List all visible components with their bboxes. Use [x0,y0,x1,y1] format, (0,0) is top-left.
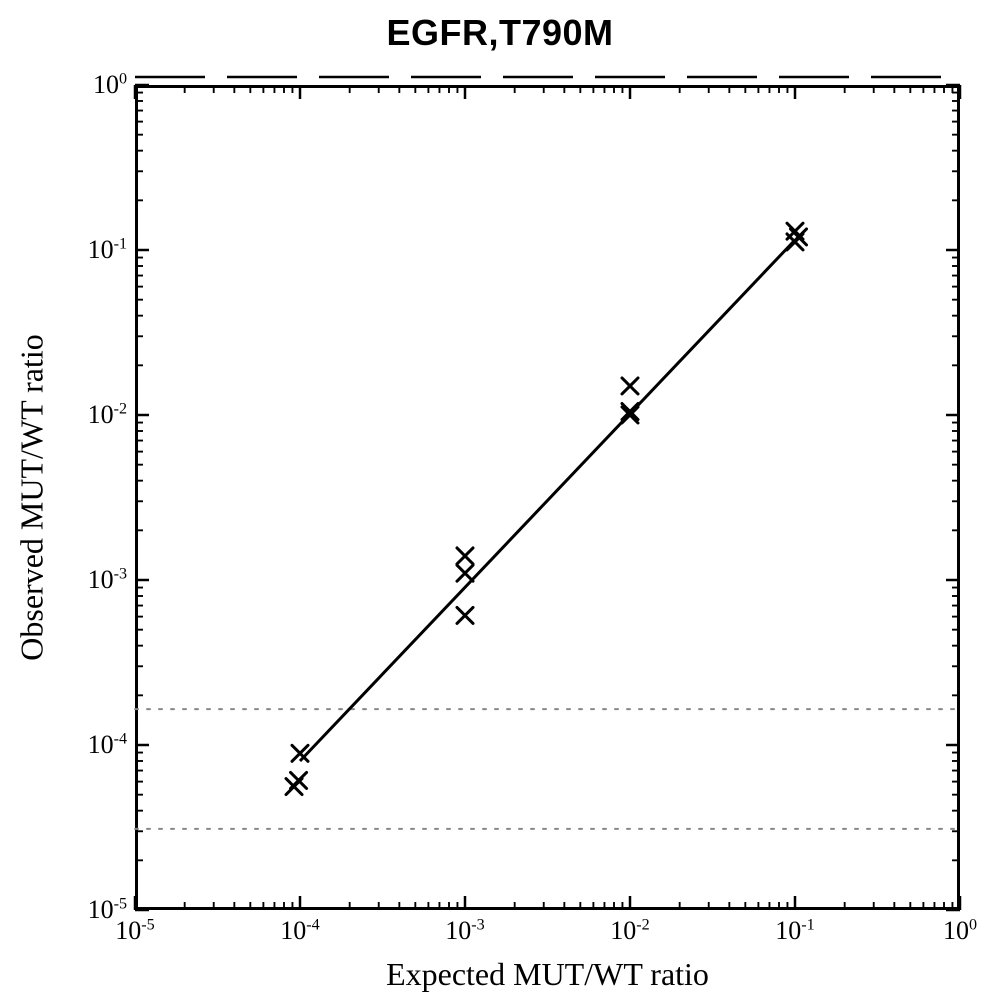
plot-svg [135,85,960,910]
xtick-label: 100 [943,916,977,946]
scatter-point [457,548,473,564]
plot-wrap [135,85,960,910]
figure-root: { "chart": { "type": "scatter-loglog", "… [0,0,1000,992]
scatter-point [291,772,307,788]
ytick-label: 100 [93,70,127,100]
xtick-label: 10-2 [610,916,649,946]
x-axis-label: Expected MUT/WT ratio [135,956,960,993]
scatter-point [457,565,473,581]
y-axis-label: Observed MUT/WT ratio [14,334,51,660]
scatter-point [457,607,473,623]
regression-line [300,240,795,761]
xtick-label: 10-1 [775,916,814,946]
ytick-label: 10-4 [88,730,127,760]
ytick-label: 10-1 [88,235,127,265]
xtick-label: 10-3 [445,916,484,946]
ytick-label: 10-3 [88,565,127,595]
ytick-label: 10-5 [88,895,127,925]
xtick-label: 10-4 [280,916,319,946]
scatter-point [790,229,806,245]
scatter-point [622,378,638,394]
chart-title: EGFR,T790M [0,12,1000,54]
y-axis-label-container: Observed MUT/WT ratio [12,85,52,910]
ytick-label: 10-2 [88,400,127,430]
